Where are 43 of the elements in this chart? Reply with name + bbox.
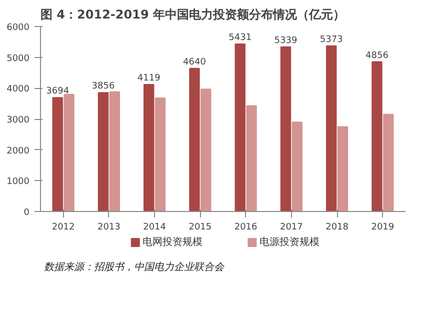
data-label: 5431 xyxy=(228,33,252,44)
data-label: 3856 xyxy=(92,82,115,92)
legend-label: 电源投资规模 xyxy=(260,236,320,248)
chart-title: 图 4：2012-2019 年中国电力投资额分布情况（亿元） xyxy=(40,8,345,22)
x-tick-label: 2015 xyxy=(188,222,212,232)
bar xyxy=(98,92,109,212)
data-label: 4119 xyxy=(137,73,161,84)
x-tick-label: 2018 xyxy=(326,222,349,232)
bar xyxy=(292,122,302,212)
y-tick-label: 5000 xyxy=(6,54,30,64)
bar xyxy=(337,126,348,212)
bar xyxy=(64,94,74,212)
data-label: 4856 xyxy=(366,50,389,61)
y-tick-label: 6000 xyxy=(6,23,30,33)
bar xyxy=(52,97,63,212)
bar xyxy=(189,68,200,212)
x-tick-label: 2019 xyxy=(371,222,394,232)
x-tick-label: 2014 xyxy=(143,222,166,232)
x-tick-label: 2012 xyxy=(52,222,75,232)
bar xyxy=(372,61,382,212)
bar xyxy=(326,45,337,212)
bar xyxy=(144,84,154,212)
bar xyxy=(246,105,257,212)
bar xyxy=(234,44,246,212)
y-tick-label: 0 xyxy=(24,208,30,218)
bar xyxy=(383,114,394,212)
data-label: 5339 xyxy=(274,36,298,46)
y-tick-label: 4000 xyxy=(6,84,30,95)
data-label: 5373 xyxy=(320,34,343,45)
x-tick-label: 2013 xyxy=(97,222,120,232)
y-tick-label: 3000 xyxy=(6,116,30,126)
data-label: 4640 xyxy=(183,57,206,68)
bar xyxy=(154,98,166,212)
bar xyxy=(200,88,212,212)
data-label: 3694 xyxy=(46,86,70,97)
legend-label: 电网投资规模 xyxy=(142,236,203,248)
bar xyxy=(109,91,120,212)
bar xyxy=(280,46,292,212)
y-tick-label: 1000 xyxy=(6,177,30,188)
x-tick-label: 2016 xyxy=(234,222,258,232)
x-tick-label: 2017 xyxy=(280,222,303,232)
source-note: 数据来源：招股书，中国电力企业联合会 xyxy=(44,261,226,273)
y-tick-label: 2000 xyxy=(6,146,30,156)
